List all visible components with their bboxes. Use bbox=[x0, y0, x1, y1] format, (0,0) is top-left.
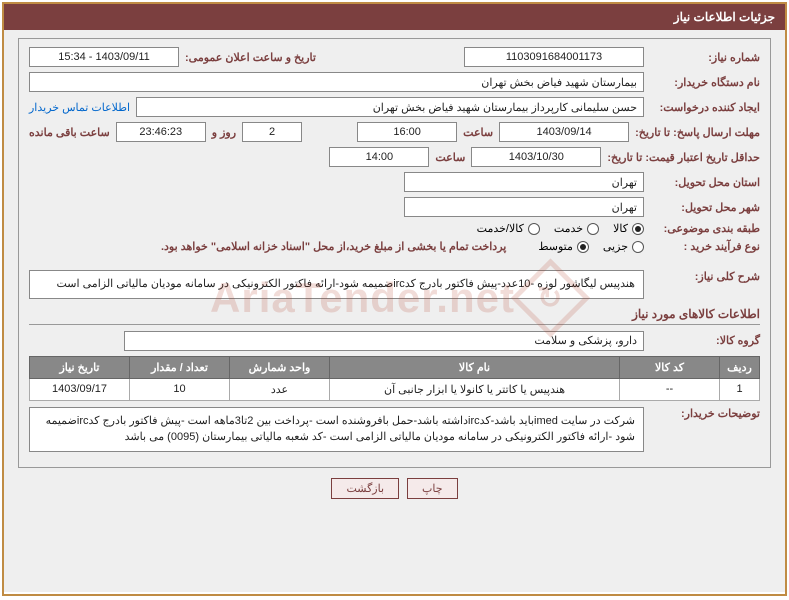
contact-link[interactable]: اطلاعات تماس خریدار bbox=[29, 101, 130, 114]
radio-option[interactable]: جزیی bbox=[603, 240, 644, 253]
remaining-days: 2 bbox=[242, 122, 302, 142]
buyer-notes-text: شرکت در سایت imedباید باشد-کدircداشته با… bbox=[29, 407, 644, 452]
radio-label: کالا/خدمت bbox=[477, 222, 524, 235]
category-radio-group: کالا خدمت کالا/خدمت bbox=[477, 222, 644, 235]
radio-icon bbox=[632, 241, 644, 253]
process-label: نوع فرآیند خرید : bbox=[650, 240, 760, 253]
table-header: ردیف bbox=[720, 356, 760, 378]
goods-group-label: گروه کالا: bbox=[650, 334, 760, 347]
radio-option[interactable]: کالا/خدمت bbox=[477, 222, 540, 235]
province-label: استان محل تحویل: bbox=[650, 176, 760, 189]
deadline-label: مهلت ارسال پاسخ: تا تاریخ: bbox=[635, 126, 760, 139]
payment-note: پرداخت تمام یا بخشی از مبلغ خرید،از محل … bbox=[161, 240, 506, 253]
category-label: طبقه بندی موضوعی: bbox=[650, 222, 760, 235]
need-number-value: 1103091684001173 bbox=[464, 47, 644, 67]
main-fieldset: شماره نیاز: 1103091684001173 تاریخ و ساع… bbox=[18, 38, 771, 468]
radio-label: خدمت bbox=[554, 222, 583, 235]
table-cell: هندپیس یا کاتتر یا کانولا یا ابزار جانبی… bbox=[330, 378, 620, 400]
goods-table: ردیفکد کالانام کالاواحد شمارشتعداد / مقد… bbox=[29, 356, 760, 401]
goods-group-value: دارو، پزشکی و سلامت bbox=[124, 331, 644, 351]
table-header: تعداد / مقدار bbox=[130, 356, 230, 378]
back-button[interactable]: بازگشت bbox=[331, 478, 399, 499]
buyer-notes-label: توضیحات خریدار: bbox=[650, 407, 760, 420]
province-value: تهران bbox=[404, 172, 644, 192]
table-row: 1--هندپیس یا کاتتر یا کانولا یا ابزار جا… bbox=[30, 378, 760, 400]
requester-value: حسن سلیمانی کارپرداز بیمارستان شهید فیاض… bbox=[136, 97, 644, 117]
radio-label: جزیی bbox=[603, 240, 628, 253]
table-cell: 1 bbox=[720, 378, 760, 400]
buyer-org-label: نام دستگاه خریدار: bbox=[650, 76, 760, 89]
radio-icon bbox=[528, 223, 540, 235]
panel-header: جزئیات اطلاعات نیاز bbox=[4, 4, 785, 30]
table-header: کد کالا bbox=[620, 356, 720, 378]
announce-label: تاریخ و ساعت اعلان عمومی: bbox=[185, 51, 316, 64]
table-header: تاریخ نیاز bbox=[30, 356, 130, 378]
days-and-label: روز و bbox=[212, 126, 236, 139]
table-header: واحد شمارش bbox=[230, 356, 330, 378]
table-header: نام کالا bbox=[330, 356, 620, 378]
radio-option[interactable]: کالا bbox=[613, 222, 644, 235]
radio-icon bbox=[577, 241, 589, 253]
description-label: شرح کلی نیاز: bbox=[650, 270, 760, 283]
radio-icon bbox=[587, 223, 599, 235]
print-button[interactable]: چاپ bbox=[407, 478, 458, 499]
need-number-label: شماره نیاز: bbox=[650, 51, 760, 64]
requester-label: ایجاد کننده درخواست: bbox=[650, 101, 760, 114]
radio-label: کالا bbox=[613, 222, 628, 235]
remaining-time: 23:46:23 bbox=[116, 122, 206, 142]
description-text: هندپیس لیگاشور لوزه -10عدد-پیش فاکتور با… bbox=[29, 270, 644, 299]
panel-title: جزئیات اطلاعات نیاز bbox=[674, 10, 775, 24]
remaining-label: ساعت باقی مانده bbox=[29, 126, 110, 139]
radio-icon bbox=[632, 223, 644, 235]
table-cell: -- bbox=[620, 378, 720, 400]
time-label-1: ساعت bbox=[463, 126, 493, 139]
validity-date: 1403/10/30 bbox=[471, 147, 601, 167]
radio-option[interactable]: متوسط bbox=[538, 240, 589, 253]
validity-label: حداقل تاریخ اعتبار قیمت: تا تاریخ: bbox=[607, 151, 760, 164]
announce-value: 1403/09/11 - 15:34 bbox=[29, 47, 179, 67]
city-value: تهران bbox=[404, 197, 644, 217]
process-radio-group: جزیی متوسط bbox=[538, 240, 644, 253]
radio-option[interactable]: خدمت bbox=[554, 222, 599, 235]
table-cell: 1403/09/17 bbox=[30, 378, 130, 400]
table-cell: عدد bbox=[230, 378, 330, 400]
radio-label: متوسط bbox=[538, 240, 573, 253]
buyer-org-value: بیمارستان شهید فیاض بخش تهران bbox=[29, 72, 644, 92]
deadline-date: 1403/09/14 bbox=[499, 122, 629, 142]
validity-time: 14:00 bbox=[329, 147, 429, 167]
time-label-2: ساعت bbox=[435, 151, 465, 164]
table-cell: 10 bbox=[130, 378, 230, 400]
goods-section-title: اطلاعات کالاهای مورد نیاز bbox=[29, 307, 760, 325]
city-label: شهر محل تحویل: bbox=[650, 201, 760, 214]
deadline-time: 16:00 bbox=[357, 122, 457, 142]
